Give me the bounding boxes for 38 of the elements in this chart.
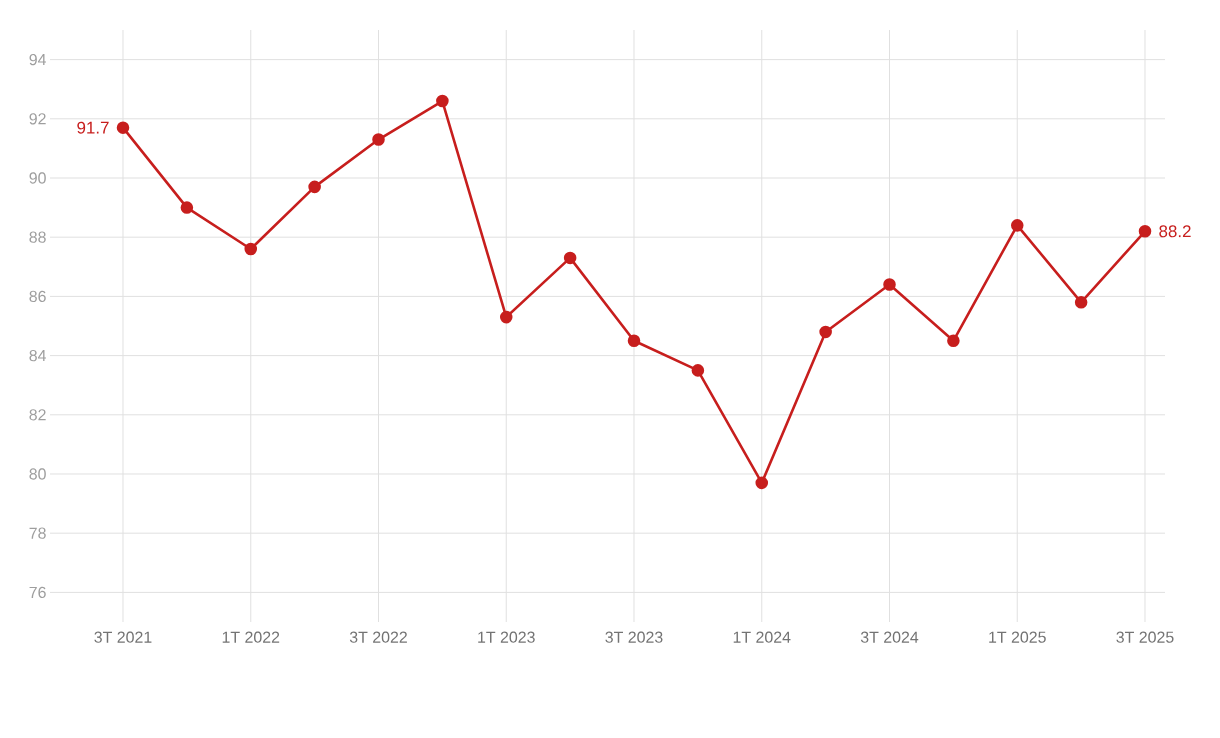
x-tick-label: 3T 2024 — [860, 631, 919, 643]
y-tick-label: 78 — [29, 527, 46, 539]
y-tick-label: 80 — [29, 468, 46, 480]
point — [627, 334, 641, 348]
x-tick-label: 3T 2023 — [605, 631, 663, 643]
point — [691, 364, 705, 377]
point — [1010, 219, 1024, 232]
point — [819, 325, 832, 339]
data-label: 91.7 — [77, 121, 109, 134]
y-tick-label: 92 — [29, 113, 46, 125]
point — [180, 201, 194, 214]
y-tick-label: 90 — [29, 172, 46, 184]
x-tick-label: 3T 2021 — [94, 631, 152, 643]
point — [1138, 224, 1152, 238]
data-label: 88.2 — [1159, 225, 1191, 238]
y-tick-label: 76 — [29, 586, 46, 599]
x-tick-label: 1T 2022 — [222, 631, 280, 643]
y-tick-label: 88 — [29, 231, 46, 243]
y-tick-label: 82 — [29, 409, 46, 421]
y-tick-label: 86 — [29, 290, 46, 303]
point — [436, 94, 449, 108]
point — [372, 133, 385, 146]
x-tick-label: 1T 2023 — [478, 631, 535, 643]
x-tick-label: 3T 2022 — [349, 631, 407, 643]
x-tick-label: 1T 2025 — [989, 631, 1046, 643]
point — [947, 334, 960, 348]
point — [308, 180, 321, 194]
x-tick-label: 1T 2024 — [733, 631, 791, 643]
y-tick-label: 84 — [29, 349, 46, 362]
point — [563, 251, 577, 265]
point — [883, 278, 896, 291]
y-tick-label: 94 — [29, 53, 46, 66]
point — [244, 242, 258, 256]
point — [116, 121, 130, 134]
x-tick-label: 3T 2025 — [1116, 631, 1174, 643]
point — [499, 310, 513, 324]
point — [755, 476, 769, 490]
point — [1074, 296, 1088, 309]
